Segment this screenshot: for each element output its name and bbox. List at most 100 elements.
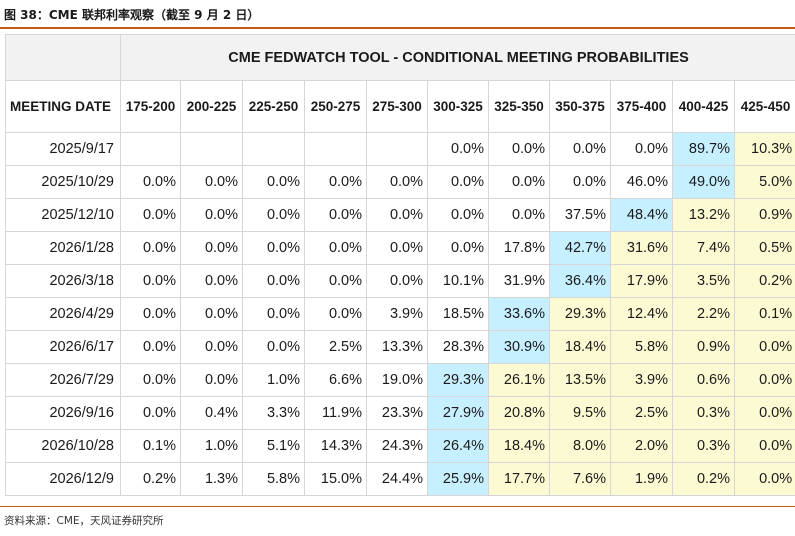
range-header-275-300: 275-300	[366, 80, 428, 133]
probability-cell	[180, 132, 243, 166]
probability-cell: 0.0%	[549, 132, 611, 166]
probability-cell: 0.0%	[120, 297, 181, 331]
probability-cell: 49.0%	[672, 165, 735, 199]
probability-cell: 28.3%	[427, 330, 489, 364]
probability-cell: 0.0%	[733, 396, 795, 430]
figure-title: 图 38：CME 联邦利率观察（截至 9 月 2 日）	[4, 8, 260, 22]
meeting-date: 2026/4/29	[5, 297, 121, 331]
probability-cell: 30.9%	[488, 330, 550, 364]
table-row: 2026/10/28 0.1% 1.0% 5.1% 14.3% 24.3% 26.4% 18.…	[5, 429, 795, 463]
probability-cell: 1.3%	[180, 462, 243, 496]
probability-cell: 0.0%	[733, 330, 795, 364]
title-rule	[0, 27, 795, 29]
probability-cell: 3.5%	[672, 264, 735, 298]
probability-cell: 0.1%	[120, 429, 181, 463]
table-row: 2025/12/10 0.0% 0.0% 0.0% 0.0% 0.0% 0.0% 0.0% 37…	[5, 198, 795, 232]
probability-cell: 3.9%	[610, 363, 673, 397]
probability-cell: 18.5%	[427, 297, 489, 331]
probability-cell: 0.0%	[427, 198, 489, 232]
meeting-date: 2026/10/28	[5, 429, 121, 463]
probability-cell: 0.0%	[304, 297, 367, 331]
probability-cell: 23.3%	[366, 396, 428, 430]
probability-cell: 20.8%	[488, 396, 550, 430]
probability-cell: 8.0%	[549, 429, 611, 463]
banner-corner	[5, 34, 121, 81]
probability-cell: 5.0%	[733, 165, 795, 199]
probability-cell: 6.6%	[304, 363, 367, 397]
probability-cell: 0.2%	[733, 264, 795, 298]
probability-cell: 37.5%	[549, 198, 611, 232]
probability-cell: 0.0%	[242, 198, 305, 232]
range-header-375-400: 375-400	[610, 80, 673, 133]
probability-cell: 7.4%	[672, 231, 735, 265]
fedwatch-table: CME FEDWATCH TOOL - CONDITIONAL MEETING …	[5, 34, 795, 496]
probability-cell: 29.3%	[427, 363, 489, 397]
probability-cell: 0.6%	[672, 363, 735, 397]
probability-cell: 0.0%	[180, 330, 243, 364]
table-row: 2026/3/18 0.0% 0.0% 0.0% 0.0% 0.0% 10.1% 31.9% 3…	[5, 264, 795, 298]
probability-cell: 2.5%	[304, 330, 367, 364]
probability-cell: 0.0%	[180, 198, 243, 232]
probability-cell	[304, 132, 367, 166]
table-row: 2026/12/9 0.2% 1.3% 5.8% 15.0% 24.4% 25.9% 17.7…	[5, 462, 795, 496]
probability-cell: 0.0%	[242, 231, 305, 265]
meeting-date: 2025/10/29	[5, 165, 121, 199]
probability-cell: 0.0%	[242, 297, 305, 331]
range-header-175-200: 175-200	[120, 80, 181, 133]
probability-cell: 0.0%	[733, 363, 795, 397]
probability-cell: 89.7%	[672, 132, 735, 166]
probability-cell: 25.9%	[427, 462, 489, 496]
probability-cell: 18.4%	[488, 429, 550, 463]
probability-cell: 26.1%	[488, 363, 550, 397]
range-header-300-325: 300-325	[427, 80, 489, 133]
probability-cell: 24.4%	[366, 462, 428, 496]
table-row: 2026/7/29 0.0% 0.0% 1.0% 6.6% 19.0% 29.3% 26.1%…	[5, 363, 795, 397]
range-header-200-225: 200-225	[180, 80, 243, 133]
probability-cell: 0.1%	[733, 297, 795, 331]
probability-cell: 10.1%	[427, 264, 489, 298]
meeting-date: 2025/12/10	[5, 198, 121, 232]
probability-cell	[366, 132, 428, 166]
probability-cell: 0.0%	[180, 231, 243, 265]
probability-cell: 0.9%	[672, 330, 735, 364]
probability-cell: 18.4%	[549, 330, 611, 364]
probability-cell: 42.7%	[549, 231, 611, 265]
probability-cell: 0.0%	[242, 330, 305, 364]
probability-cell: 9.5%	[549, 396, 611, 430]
table-row: 2026/6/17 0.0% 0.0% 0.0% 2.5% 13.3% 28.3% 30.9%…	[5, 330, 795, 364]
meeting-date: 2026/1/28	[5, 231, 121, 265]
probability-cell: 0.0%	[242, 165, 305, 199]
probability-cell: 5.1%	[242, 429, 305, 463]
probability-cell: 0.0%	[120, 165, 181, 199]
probability-cell: 2.5%	[610, 396, 673, 430]
table-body: 2025/9/17 0.0% 0.0% 0.0% 0.0% 89.7% 10.3% 2025/…	[5, 132, 795, 496]
probability-cell: 19.0%	[366, 363, 428, 397]
probability-cell: 0.0%	[733, 462, 795, 496]
probability-cell: 0.0%	[304, 231, 367, 265]
probability-cell: 0.0%	[366, 198, 428, 232]
probability-cell: 2.2%	[672, 297, 735, 331]
probability-cell: 0.0%	[180, 264, 243, 298]
probability-cell: 0.0%	[427, 132, 489, 166]
probability-cell: 29.3%	[549, 297, 611, 331]
table-row: 2026/9/16 0.0% 0.4% 3.3% 11.9% 23.3% 27.9% 20.8…	[5, 396, 795, 430]
probability-cell: 1.0%	[180, 429, 243, 463]
probability-cell: 0.0%	[488, 165, 550, 199]
probability-cell: 3.3%	[242, 396, 305, 430]
probability-cell: 13.3%	[366, 330, 428, 364]
probability-cell: 10.3%	[733, 132, 795, 166]
range-header-350-375: 350-375	[549, 80, 611, 133]
probability-cell: 46.0%	[610, 165, 673, 199]
meeting-date-header: MEETING DATE	[5, 80, 121, 133]
probability-cell: 0.3%	[672, 429, 735, 463]
probability-cell: 31.6%	[610, 231, 673, 265]
range-header-325-350: 325-350	[488, 80, 550, 133]
probability-cell: 17.9%	[610, 264, 673, 298]
table-row: 2025/10/29 0.0% 0.0% 0.0% 0.0% 0.0% 0.0% 0.0% 0.…	[5, 165, 795, 199]
probability-cell: 0.0%	[304, 165, 367, 199]
probability-cell: 0.0%	[120, 396, 181, 430]
meeting-date: 2026/6/17	[5, 330, 121, 364]
probability-cell: 31.9%	[488, 264, 550, 298]
table-banner: CME FEDWATCH TOOL - CONDITIONAL MEETING …	[119, 34, 795, 81]
probability-cell	[242, 132, 305, 166]
